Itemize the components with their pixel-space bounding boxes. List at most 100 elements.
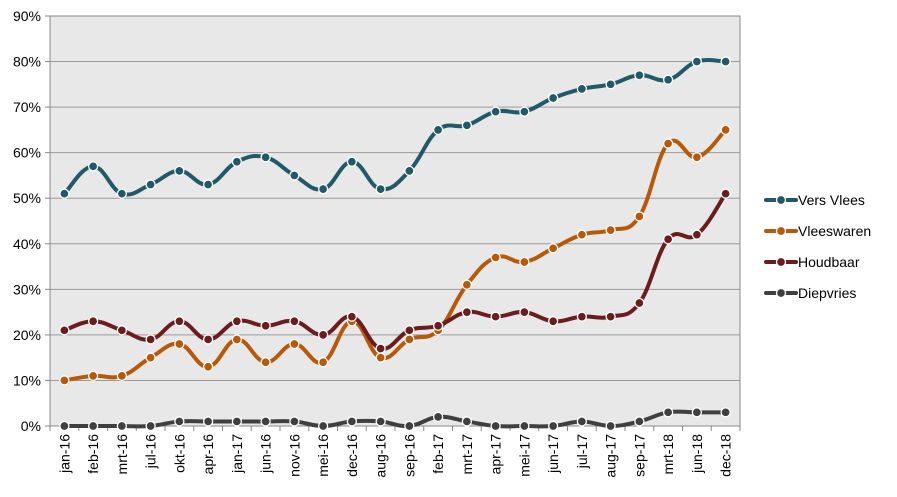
x-tick-label: feb-17 (430, 434, 446, 474)
data-point (145, 420, 156, 432)
data-point (231, 156, 243, 167)
x-tick-label: jun-16 (258, 434, 274, 474)
data-point (202, 416, 214, 427)
y-tick-label: 30% (13, 281, 41, 297)
x-tick-label: dec-16 (344, 434, 360, 477)
data-point (116, 188, 128, 199)
data-point (116, 325, 128, 336)
data-point (231, 416, 243, 427)
data-point (519, 106, 530, 117)
data-point (289, 338, 300, 350)
x-tick-label: sep-16 (401, 434, 417, 477)
data-point (691, 407, 703, 418)
data-point (634, 416, 645, 427)
data-point (547, 243, 559, 254)
series-vleeswaren (59, 124, 731, 386)
data-point (346, 311, 358, 322)
data-point (519, 306, 530, 318)
legend-marker (775, 287, 787, 299)
series-diepvries (59, 407, 731, 432)
data-point (490, 420, 501, 432)
data-point (145, 179, 156, 190)
data-point (87, 316, 99, 327)
data-point (260, 416, 271, 427)
data-point (116, 420, 128, 432)
x-tick-label: jan-16 (56, 434, 72, 474)
data-point (432, 411, 444, 423)
data-point (605, 224, 616, 236)
data-point (375, 416, 386, 427)
data-point (260, 152, 271, 163)
y-tick-label: 10% (13, 372, 41, 388)
x-tick-label: mei-16 (315, 434, 331, 477)
data-point (634, 211, 645, 222)
data-point (490, 106, 501, 117)
data-point (662, 138, 674, 149)
data-point (605, 79, 616, 90)
y-tick-label: 0% (21, 418, 41, 434)
legend-item: Vers Vlees (764, 192, 865, 208)
series-vers-vlees (59, 56, 731, 199)
data-point (432, 124, 444, 136)
x-tick-label: jun-18 (689, 434, 705, 474)
legend: Vers Vlees Vleeswaren Houdbaar Diepvries (764, 192, 871, 301)
x-tick-label: dec-18 (718, 434, 734, 477)
data-point (720, 56, 731, 67)
x-tick-label: sep-17 (631, 434, 647, 477)
y-tick-label: 80% (13, 54, 41, 70)
x-tick-label: nov-16 (286, 434, 302, 477)
y-tick-label: 60% (13, 145, 41, 161)
data-point (490, 311, 501, 322)
y-tick-label: 50% (13, 190, 41, 206)
data-point (461, 416, 473, 427)
x-tick-label: jul-16 (143, 434, 159, 469)
y-tick-label: 20% (13, 327, 41, 343)
legend-label: Houdbaar (798, 254, 860, 270)
data-point (662, 234, 674, 245)
data-point (432, 320, 444, 331)
plot-area (49, 15, 741, 427)
y-tick-label: 70% (13, 99, 41, 115)
x-axis-ticks: jan-16 feb-16 mrt-16 jul-16 okt-16 apr-16 jan-… (49, 426, 741, 478)
x-tick-label: apr-16 (200, 434, 216, 475)
data-point (490, 252, 501, 263)
data-point (317, 357, 329, 368)
data-point (317, 329, 329, 341)
data-point (519, 420, 530, 432)
x-tick-label: mrt-16 (114, 434, 130, 475)
data-point (461, 279, 473, 290)
data-point (174, 416, 185, 427)
data-point (346, 416, 358, 427)
data-point (174, 316, 185, 327)
data-point (145, 352, 156, 363)
data-point (59, 188, 70, 199)
data-point (174, 338, 185, 350)
gridlines (50, 61, 740, 381)
data-point (720, 188, 731, 199)
x-tick-label: mrt-17 (459, 434, 475, 475)
data-point (202, 361, 214, 372)
series-group (59, 56, 731, 432)
data-point (145, 334, 156, 345)
legend-marker (775, 225, 787, 237)
data-point (231, 316, 243, 327)
data-point (461, 120, 473, 131)
data-point (59, 420, 70, 432)
data-point (461, 306, 473, 318)
data-point (404, 165, 415, 177)
data-point (87, 161, 99, 172)
data-point (576, 311, 588, 322)
data-point (576, 416, 588, 427)
data-point (375, 183, 386, 195)
data-point (289, 170, 300, 181)
data-point (289, 416, 300, 427)
legend-item: Vleeswaren (764, 223, 871, 239)
data-point (404, 420, 415, 432)
x-tick-label: mrt-18 (660, 434, 676, 475)
data-point (662, 74, 674, 85)
x-tick-label: okt-16 (171, 434, 187, 473)
data-point (59, 375, 70, 386)
data-point (691, 152, 703, 163)
y-tick-label: 90% (13, 8, 41, 24)
